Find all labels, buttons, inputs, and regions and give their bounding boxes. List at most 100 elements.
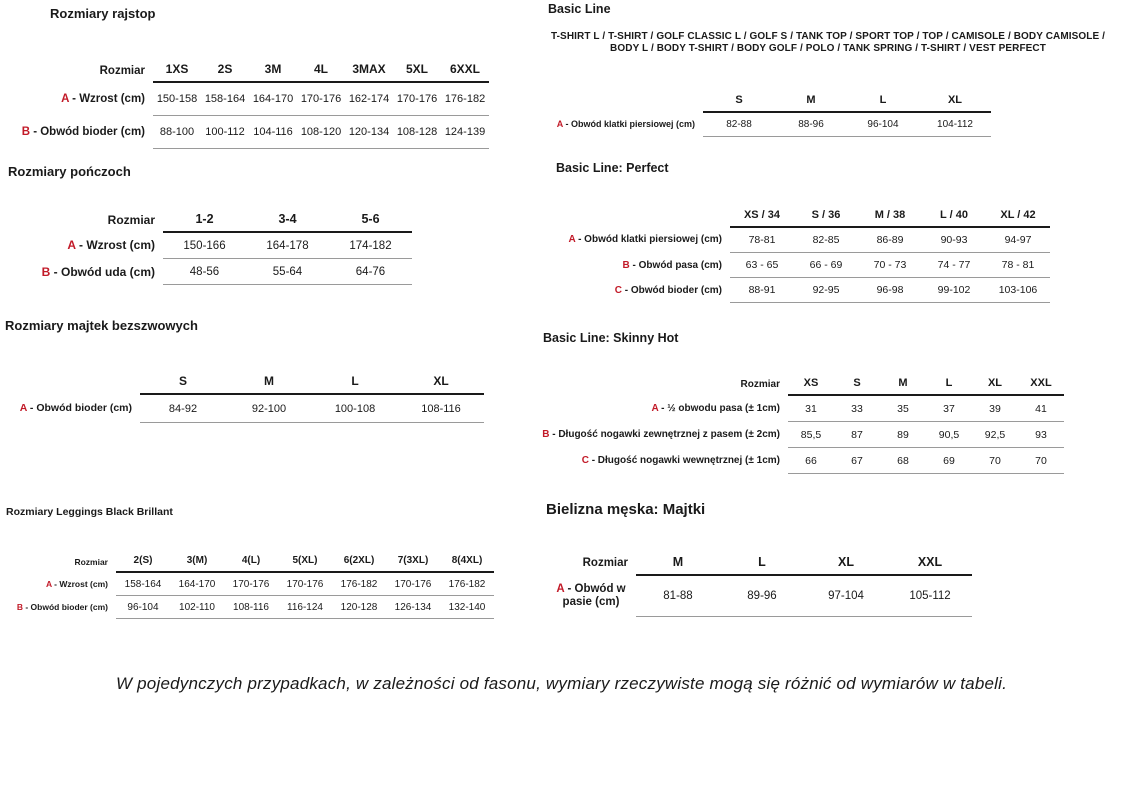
size-value-cell: 64-76 [329,258,412,285]
measure-letter: A [67,238,76,253]
size-header-label: Rozmiar [582,557,628,569]
size-value-cell: 104-116 [249,115,297,149]
size-value-cell: 37 [926,395,972,422]
measure-letter: A [651,402,659,414]
size-column-header: 4L [297,55,345,83]
size-value-cell: 132-140 [440,595,494,619]
size-value-cell: 103-106 [986,277,1050,303]
measure-letter: B [21,126,30,138]
size-value-cell: 176-182 [440,572,494,596]
size-value-cell: 39 [972,395,1018,422]
section-title-basic-line-perfect: Basic Line: Perfect [556,161,669,175]
size-column-header: 6XXL [441,55,489,83]
table-basic-line: S M L XL A - Obwód klatki piersiowej (cm) 82-… [545,85,991,137]
measure-letter: A [568,234,576,246]
section-title-basic-line: Basic Line [548,2,611,16]
size-header-label: Rozmiar [99,65,145,77]
size-column-header: S [834,368,880,396]
size-value-cell: 93 [1018,421,1064,448]
size-value-cell: 164-170 [249,82,297,116]
size-column-header: XL / 42 [986,200,1050,228]
size-column-header: XL [919,85,991,113]
size-column-header: L [926,368,972,396]
table-basic-line-perfect: XS / 34 S / 36 M / 38 L / 40 XL / 42 A - Obwó… [558,200,1050,303]
row-label: A - ½ obwodu pasa (± 1cm) [651,402,780,414]
size-value-cell: 108-120 [297,115,345,149]
size-value-cell: 70 - 73 [858,252,922,278]
row-label: B - Obwód bioder (cm) [16,602,108,612]
size-value-cell: 158-164 [201,82,249,116]
size-column-header: S [703,85,775,113]
size-value-cell: 82-88 [703,112,775,137]
size-value-cell: 99-102 [922,277,986,303]
measure-letter: A [45,578,52,589]
size-value-cell: 70 [1018,447,1064,474]
size-column-header: M / 38 [858,200,922,228]
size-value-cell: 78 - 81 [986,252,1050,278]
table-row: B - Obwód uda (cm) 48-56 55-64 64-76 [10,258,412,285]
size-value-cell: 41 [1018,395,1064,422]
size-value-cell: 78-81 [730,227,794,253]
size-column-header: 3M [249,55,297,83]
size-value-cell: 120-134 [345,115,393,149]
size-value-cell: 88-100 [153,115,201,149]
size-column-header: XS / 34 [730,200,794,228]
row-label: C - Obwód bioder (cm) [614,284,722,296]
row-label: B - Obwód uda (cm) [41,264,155,279]
size-value-cell: 82-85 [794,227,858,253]
size-column-header: 2(S) [116,545,170,573]
size-value-cell: 68 [880,447,926,474]
table-row: B - Obwód pasa (cm) 63 - 65 66 - 69 70 - 73… [558,252,1050,278]
size-column-header: 8(4XL) [440,545,494,573]
row-label: A - Obwód klatki piersiowej (cm) [568,234,722,246]
size-column-header: M [880,368,926,396]
row-label: C - Długość nogawki wewnętrznej (± 1cm) [581,455,780,466]
size-header-label: Rozmiar [740,379,780,390]
row-label: B - Obwód pasa (cm) [622,259,722,271]
size-value-cell: 124-139 [441,115,489,149]
size-column-header: XL [804,546,888,576]
size-value-cell: 35 [880,395,926,422]
section-title-rozmiary-ponczoch: Rozmiary pończoch [8,164,131,179]
size-column-header: L [847,85,919,113]
size-value-cell: 55-64 [246,258,329,285]
measure-letter: C [581,455,589,466]
size-header-label [5,367,140,394]
row-label: B - Długość nogawki zewnętrznej z pasem … [542,429,780,440]
size-value-cell: 81-88 [636,575,720,617]
footnote: W pojedynczych przypadkach, w zależności… [115,674,1008,693]
table-row: A - Wzrost (cm) 158-164 164-170 170-176 170-… [16,572,494,596]
size-column-header: M [636,546,720,576]
size-value-cell: 170-176 [278,572,332,596]
size-value-cell: 108-116 [398,394,484,423]
size-value-cell: 89 [880,421,926,448]
table-leggings-black-brillant: Rozmiar 2(S) 3(M) 4(L) 5(XL) 6(2XL) 7(3XL) 8(4X… [16,545,494,619]
size-value-cell: 150-166 [163,232,246,259]
size-table: Rozmiar 1-2 3-4 5-6 A - Wzrost (cm) 150-166 16… [10,205,412,285]
size-value-cell: 164-178 [246,232,329,259]
size-value-cell: 92-95 [794,277,858,303]
table-row: A - Obwód klatki piersiowej (cm) 82-88 88-… [545,112,991,137]
row-label: A - Obwód klatki piersiowej (cm) [556,119,695,130]
size-value-cell: 108-128 [393,115,441,149]
size-value-cell: 176-182 [441,82,489,116]
size-column-header: XXL [1018,368,1064,396]
size-column-header: 4(L) [224,545,278,573]
measure-letter: A [19,402,27,415]
size-value-cell: 174-182 [329,232,412,259]
size-value-cell: 84-92 [140,394,226,423]
table-rozmiary-ponczoch: Rozmiar 1-2 3-4 5-6 A - Wzrost (cm) 150-166 16… [10,205,412,285]
size-value-cell: 105-112 [888,575,972,617]
size-value-cell: 100-108 [312,394,398,423]
table-row: A - Obwód bioder (cm) 84-92 92-100 100-108 1… [5,394,484,423]
size-value-cell: 108-116 [224,595,278,619]
size-value-cell: 96-104 [116,595,170,619]
size-value-cell: 126-134 [386,595,440,619]
table-basic-line-skinny-hot: Rozmiar XS S M L XL XXL A - ½ obwodu pasa (± 1c… [535,368,1064,474]
size-value-cell: 96-104 [847,112,919,137]
size-header-label [558,200,730,227]
size-column-header: 2S [201,55,249,83]
size-table: Rozmiar 1XS 2S 3M 4L 3MAX 5XL 6XXL A - Wzrost (c… [5,55,489,149]
size-value-cell: 170-176 [297,82,345,116]
